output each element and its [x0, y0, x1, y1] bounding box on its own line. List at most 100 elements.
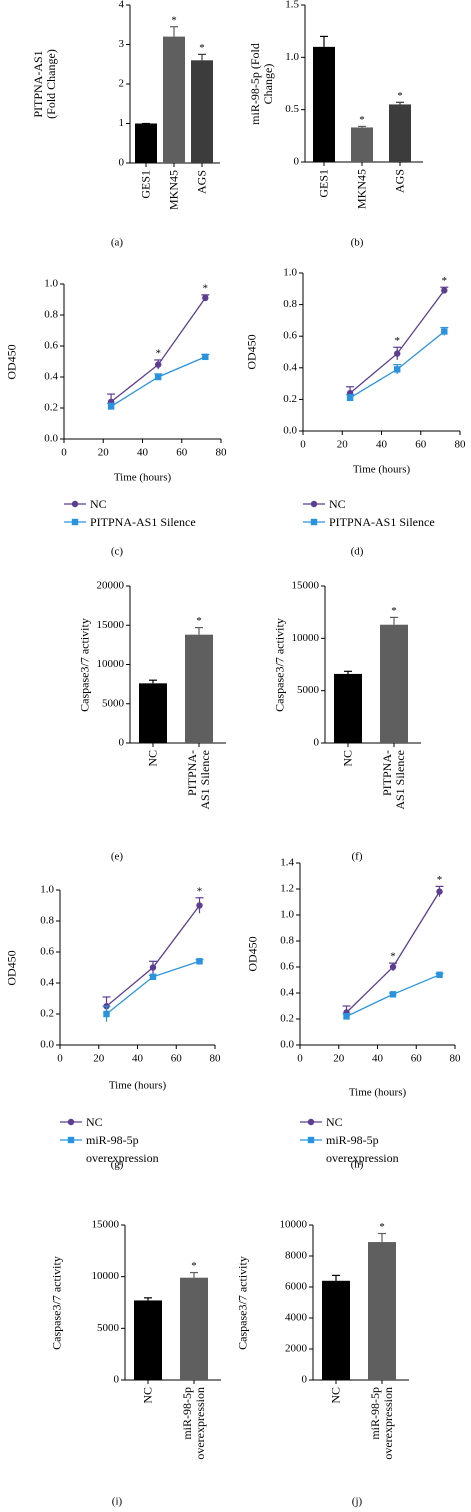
x-tick-label: AGS [194, 170, 209, 195]
point [196, 958, 203, 965]
x-tick-label: PITPNA-AS1 Silence [185, 750, 212, 810]
y-tick-label: 0.8 [44, 309, 58, 321]
point [346, 394, 354, 402]
y-tick-label: 1 [119, 117, 125, 129]
y-tick-label: 0.4 [40, 977, 54, 989]
x-tick-label: 20 [93, 1053, 105, 1065]
x-tick-label: NC [145, 750, 160, 767]
y-tick-label: 8000 [285, 1250, 308, 1262]
y-axis-label: OD450 [4, 949, 19, 986]
y-tick-label: 4 [119, 0, 125, 11]
x-tick-label: 0 [61, 447, 67, 459]
y-axis-label: miR-98-5p (Fold Change) [248, 42, 275, 125]
legend-label: miR-98-5p overexpression [326, 1133, 399, 1165]
y-tick-label: 5000 [97, 1322, 120, 1334]
legend-marker [310, 518, 318, 526]
x-tick-label: MKN45 [166, 170, 181, 211]
y-axis-label: OD450 [244, 334, 259, 370]
y-tick-label: 0.4 [280, 987, 294, 999]
y-tick-label: 15000 [97, 619, 125, 631]
point [202, 294, 209, 302]
legend-label: miR-98-5p overexpression [86, 1133, 159, 1165]
x-tick-label: NC [140, 1387, 155, 1404]
y-tick-label: 0.2 [40, 1008, 54, 1020]
y-tick-label: 15000 [292, 580, 320, 592]
panel-label: (f) [352, 851, 363, 863]
x-tick-label: 0 [297, 1053, 303, 1065]
y-tick-label: 10000 [292, 632, 320, 644]
point [103, 1010, 110, 1018]
bar [134, 1300, 162, 1380]
legend-label: NC [90, 497, 107, 511]
legend-label: NC [326, 1115, 343, 1129]
y-tick-label: 10000 [92, 1270, 120, 1282]
x-axis-label: Time (hours) [349, 1087, 407, 1099]
point [394, 350, 401, 357]
y-tick-label: 0.4 [44, 371, 58, 383]
y-tick-label: 0.6 [44, 340, 58, 352]
y-tick-label: 1.4 [280, 857, 294, 869]
point [343, 1013, 350, 1020]
x-tick-label: 40 [376, 439, 388, 451]
y-tick-label: 20000 [97, 580, 125, 592]
y-tick-label: 1.0 [283, 267, 297, 279]
y-tick-label: 2 [119, 78, 125, 90]
y-tick-label: 4000 [285, 1312, 308, 1324]
bar [313, 46, 335, 162]
significance: * [155, 347, 161, 359]
y-tick-label: 2000 [285, 1343, 308, 1355]
y-axis-label: Caspase3/7 activity [49, 1255, 64, 1350]
bar [334, 673, 362, 743]
legend-label: PITPNA-AS1 Silence [329, 515, 435, 529]
y-axis-label: Caspase3/7 activity [272, 617, 287, 712]
significance: * [191, 1260, 197, 1272]
panel-label: (i) [112, 1496, 123, 1508]
significance: * [196, 615, 202, 627]
significance: * [391, 605, 397, 617]
y-tick-label: 0 [302, 1374, 308, 1386]
x-tick-label: 60 [176, 447, 188, 459]
point [436, 888, 443, 895]
bar [368, 1242, 396, 1380]
significance: * [197, 885, 203, 897]
legend-marker [307, 1136, 315, 1144]
y-tick-label: 0.8 [283, 298, 297, 310]
bar [163, 36, 185, 163]
y-tick-label: 0.6 [283, 330, 297, 342]
panel-label: (e) [111, 851, 124, 863]
y-axis-label: OD450 [245, 936, 260, 972]
significance: * [397, 90, 403, 102]
x-axis-label: Time (hours) [353, 464, 411, 476]
panel-label: (h) [351, 1159, 364, 1171]
panel-label: (j) [352, 1496, 363, 1508]
y-tick-label: 5000 [297, 684, 320, 696]
y-tick-label: 0 [314, 737, 320, 749]
bar [389, 104, 411, 162]
significance: * [390, 951, 396, 963]
y-axis-label: Caspase3/7 activity [77, 617, 92, 712]
x-tick-label: 60 [171, 1053, 183, 1065]
panel-label: (b) [351, 237, 364, 249]
y-tick-label: 15000 [92, 1219, 120, 1231]
bar [139, 683, 167, 743]
y-tick-label: 10000 [97, 658, 125, 670]
legend-label: NC [86, 1115, 103, 1129]
y-tick-label: 0.0 [44, 433, 58, 445]
point [389, 991, 397, 998]
y-tick-label: 0 [294, 156, 300, 168]
significance: * [437, 874, 443, 886]
y-tick-label: 0.5 [285, 103, 299, 115]
significance: * [171, 14, 177, 26]
bar [185, 634, 213, 743]
y-tick-label: 0.8 [40, 915, 54, 927]
significance: * [359, 114, 365, 126]
significance: * [394, 335, 400, 347]
legend-marker [71, 500, 79, 508]
y-tick-label: 0.2 [280, 1013, 294, 1025]
x-tick-label: 20 [98, 447, 110, 459]
y-axis-label: PITPNA-AS1 (Fold Change) [31, 49, 58, 119]
x-tick-label: GES1 [316, 169, 331, 198]
x-tick-label: 80 [455, 439, 467, 451]
panel-label: (a) [111, 237, 124, 249]
